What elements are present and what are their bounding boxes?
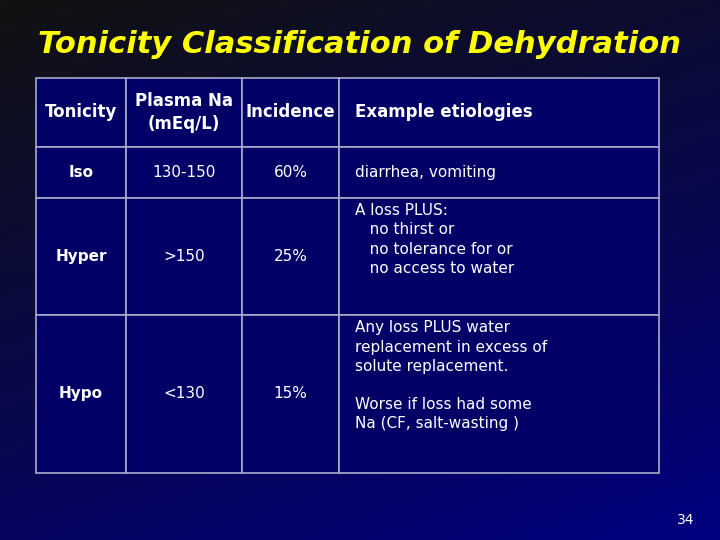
Text: Hypo: Hypo (59, 387, 103, 401)
Text: Incidence: Incidence (246, 104, 336, 122)
Text: 34: 34 (678, 512, 695, 526)
Text: Hyper: Hyper (55, 249, 107, 264)
Text: 60%: 60% (274, 165, 307, 180)
Text: A loss PLUS:
   no thirst or
   no tolerance for or
   no access to water: A loss PLUS: no thirst or no tolerance f… (355, 203, 514, 276)
Bar (36, 146, 126, 198)
Text: 25%: 25% (274, 249, 307, 264)
Bar (339, 198, 659, 315)
Text: diarrhea, vomiting: diarrhea, vomiting (355, 165, 496, 180)
Bar (243, 315, 339, 473)
Text: 15%: 15% (274, 387, 307, 401)
Bar (36, 78, 126, 146)
Text: <130: <130 (163, 387, 205, 401)
Bar (243, 78, 339, 146)
Bar (36, 315, 126, 473)
Text: Tonicity: Tonicity (45, 104, 117, 122)
Bar (126, 315, 243, 473)
Text: 130-150: 130-150 (153, 165, 216, 180)
Bar (339, 146, 659, 198)
Bar (339, 315, 659, 473)
Text: Plasma Na
(mEq/L): Plasma Na (mEq/L) (135, 92, 233, 133)
Bar (126, 146, 243, 198)
Bar (126, 78, 243, 146)
Bar (243, 146, 339, 198)
Text: Tonicity Classification of Dehydration: Tonicity Classification of Dehydration (38, 30, 682, 59)
Bar (339, 78, 659, 146)
Text: >150: >150 (163, 249, 205, 264)
Text: Iso: Iso (68, 165, 94, 180)
Bar (243, 198, 339, 315)
Text: Example etiologies: Example etiologies (355, 104, 533, 122)
Text: Any loss PLUS water
replacement in excess of
solute replacement.

Worse if loss : Any loss PLUS water replacement in exces… (355, 320, 547, 431)
Bar (36, 198, 126, 315)
Bar (126, 198, 243, 315)
